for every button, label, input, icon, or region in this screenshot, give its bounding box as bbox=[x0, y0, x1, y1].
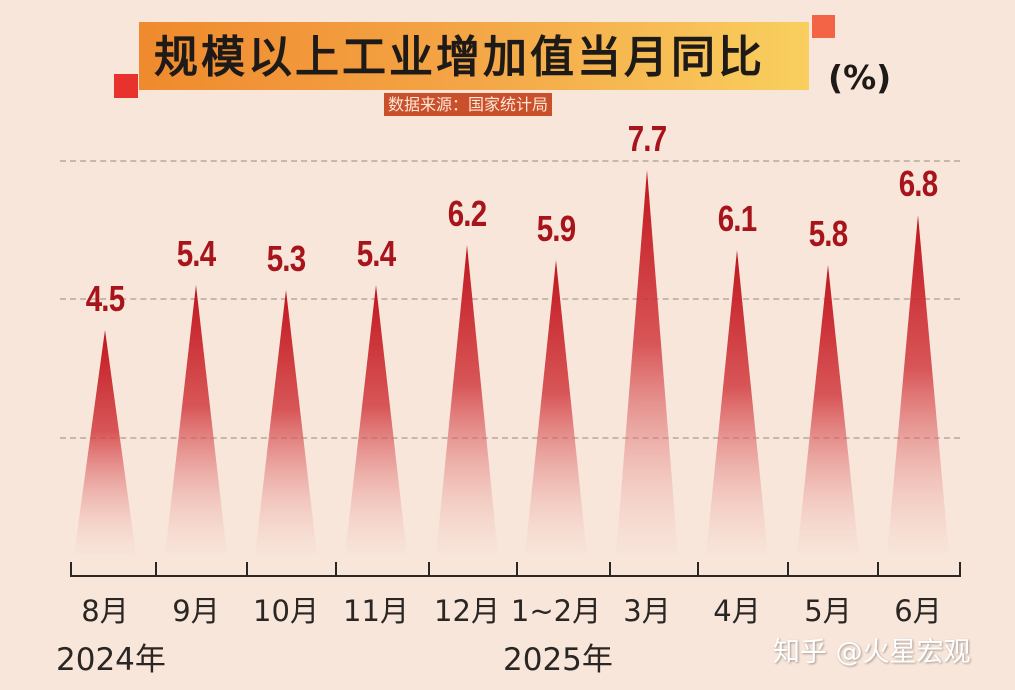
spike-bar bbox=[436, 245, 498, 555]
x-axis-tick bbox=[787, 562, 789, 577]
gridline bbox=[60, 298, 960, 300]
title-banner bbox=[139, 22, 809, 90]
gridline bbox=[60, 160, 960, 162]
x-axis-tick bbox=[246, 562, 248, 577]
x-axis-tick bbox=[877, 562, 879, 577]
spike-bar bbox=[887, 215, 949, 555]
spike-bar bbox=[255, 290, 317, 555]
x-category-label: 4月 bbox=[713, 594, 761, 628]
spike-bar bbox=[706, 250, 768, 555]
unit-label: (%) bbox=[828, 58, 892, 97]
value-label: 7.7 bbox=[627, 118, 667, 159]
value-label: 5.3 bbox=[266, 238, 306, 279]
x-axis-tick bbox=[428, 562, 430, 577]
x-category-label: 5月 bbox=[804, 594, 852, 628]
x-axis-tick bbox=[70, 562, 72, 577]
value-label: 6.8 bbox=[898, 163, 938, 204]
x-axis-tick bbox=[335, 562, 337, 577]
x-category-label: 3月 bbox=[623, 594, 671, 628]
watermark: 知乎 @火星宏观 bbox=[773, 637, 971, 668]
x-axis-tick bbox=[697, 562, 699, 577]
spike-bar bbox=[165, 285, 227, 555]
spike-bar bbox=[525, 260, 587, 555]
x-category-label: 12月 bbox=[434, 594, 500, 628]
x-axis-tick bbox=[609, 562, 611, 577]
decorative-square-red bbox=[114, 74, 138, 98]
spike-bar bbox=[345, 285, 407, 555]
chart-title: 规模以上工业增加值当月同比 bbox=[154, 32, 765, 83]
x-category-label: 11月 bbox=[343, 594, 409, 628]
value-label: 6.1 bbox=[717, 198, 757, 239]
decorative-square-orange bbox=[812, 15, 835, 38]
x-axis-line bbox=[70, 575, 960, 577]
spike-bar bbox=[74, 330, 136, 555]
value-label: 4.5 bbox=[85, 278, 125, 319]
source-note: 数据来源：国家统计局 bbox=[384, 93, 553, 116]
x-category-label: 9月 bbox=[172, 594, 220, 628]
x-category-label: 6月 bbox=[894, 594, 942, 628]
value-label: 6.2 bbox=[447, 193, 487, 234]
x-category-label: 1~2月 bbox=[510, 594, 602, 628]
value-label: 5.9 bbox=[536, 208, 576, 249]
year-label-2024: 2024年 bbox=[56, 642, 166, 678]
x-axis-tick bbox=[155, 562, 157, 577]
gridline bbox=[60, 437, 960, 439]
value-label: 5.4 bbox=[176, 233, 216, 274]
year-label-2025: 2025年 bbox=[503, 642, 613, 678]
x-category-label: 8月 bbox=[81, 594, 129, 628]
x-axis-tick bbox=[516, 562, 518, 577]
spike-bar bbox=[616, 170, 678, 555]
spike-bar bbox=[797, 265, 859, 555]
value-label: 5.8 bbox=[808, 213, 848, 254]
x-category-label: 10月 bbox=[253, 594, 319, 628]
x-axis-tick bbox=[959, 562, 961, 577]
value-label: 5.4 bbox=[356, 233, 396, 274]
